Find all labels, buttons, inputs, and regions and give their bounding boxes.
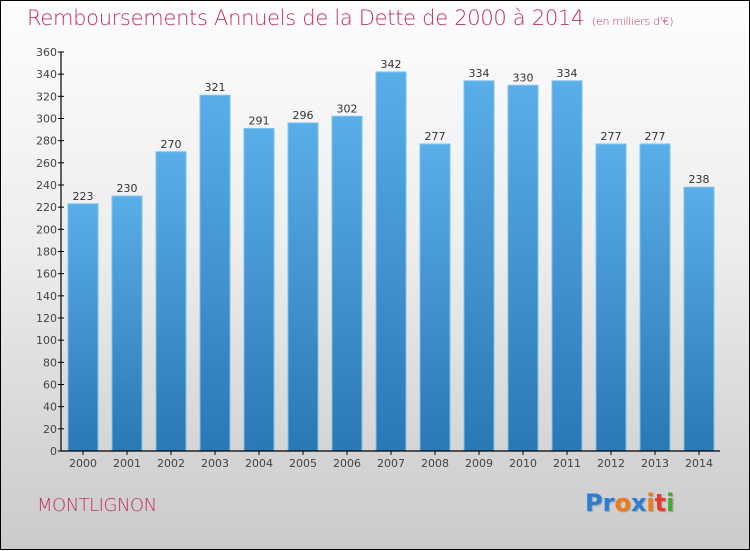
bars-group: 223 230 270 321 291 296 302 342 277 334 330 334 277 2… xyxy=(67,58,715,452)
logo-letter: r xyxy=(602,489,615,517)
chart-unit-note: (en milliers d'€) xyxy=(592,15,674,28)
value-label-2011: 334 xyxy=(557,67,578,80)
y-tick-label-320: 320 xyxy=(36,90,57,103)
x-tick-label-2005: 2005 xyxy=(289,457,317,470)
logo-letter: P xyxy=(585,489,603,517)
bar-2003 xyxy=(199,94,231,452)
value-label-2009: 334 xyxy=(469,67,490,80)
x-tick-label-2006: 2006 xyxy=(333,457,361,470)
y-tick-label-200: 200 xyxy=(36,223,57,236)
x-tick-label-2011: 2011 xyxy=(553,457,581,470)
bar-2014 xyxy=(683,186,715,452)
x-tick-label-2003: 2003 xyxy=(201,457,229,470)
value-label-2006: 302 xyxy=(337,102,358,115)
y-tick-label-120: 120 xyxy=(36,312,57,325)
logo-letter: x xyxy=(630,489,647,517)
bar-2012 xyxy=(595,143,627,452)
city-name: MONTLIGNON xyxy=(37,495,157,516)
x-tick-label-2014: 2014 xyxy=(685,457,713,470)
x-tick-label-2010: 2010 xyxy=(509,457,537,470)
bar-2004 xyxy=(243,127,275,452)
proxiti-logo[interactable]: Proxiti xyxy=(585,489,674,517)
value-label-2014: 238 xyxy=(689,173,710,186)
logo-letter: i xyxy=(666,489,675,517)
x-tick-label-2007: 2007 xyxy=(377,457,405,470)
value-label-2012: 277 xyxy=(601,130,622,143)
bar-2002 xyxy=(155,151,187,452)
x-tick-label-2004: 2004 xyxy=(245,457,273,470)
y-tick-label-160: 160 xyxy=(36,268,57,281)
value-label-2000: 223 xyxy=(73,190,94,203)
value-label-2008: 277 xyxy=(425,130,446,143)
logo-letter: t xyxy=(654,489,667,517)
y-tick-label-100: 100 xyxy=(36,334,57,347)
bar-2006 xyxy=(331,115,363,452)
y-tick-label-280: 280 xyxy=(36,135,57,148)
x-tick-label-2008: 2008 xyxy=(421,457,449,470)
value-label-2004: 291 xyxy=(249,114,270,127)
y-tick-label-340: 340 xyxy=(36,68,57,81)
x-tick-label-2001: 2001 xyxy=(113,457,141,470)
y-tick-label-360: 360 xyxy=(36,46,57,59)
y-tick-label-40: 40 xyxy=(43,401,57,414)
y-tick-label-180: 180 xyxy=(36,246,57,259)
x-tick-label-2000: 2000 xyxy=(69,457,97,470)
x-tick-label-2012: 2012 xyxy=(597,457,625,470)
y-tick-label-220: 220 xyxy=(36,201,57,214)
y-tick-label-140: 140 xyxy=(36,290,57,303)
y-tick-label-60: 60 xyxy=(43,379,57,392)
x-tick-label-2002: 2002 xyxy=(157,457,185,470)
value-label-2005: 296 xyxy=(293,109,314,122)
y-tick-label-0: 0 xyxy=(50,445,57,458)
y-tick-label-300: 300 xyxy=(36,113,57,126)
bar-2010 xyxy=(507,84,539,452)
bar-2001 xyxy=(111,195,143,452)
y-tick-label-240: 240 xyxy=(36,179,57,192)
y-tick-label-20: 20 xyxy=(43,423,57,436)
chart-title-text: Remboursements Annuels de la Dette de 20… xyxy=(27,6,584,30)
value-label-2001: 230 xyxy=(117,182,138,195)
value-label-2002: 270 xyxy=(161,138,182,151)
y-tick-label-80: 80 xyxy=(43,356,57,369)
value-label-2010: 330 xyxy=(513,71,534,84)
value-label-2007: 342 xyxy=(381,58,402,71)
bar-2009 xyxy=(463,80,495,452)
x-tick-label-2013: 2013 xyxy=(641,457,669,470)
x-tick-label-2009: 2009 xyxy=(465,457,493,470)
bar-2011 xyxy=(551,80,583,452)
logo-letter: i xyxy=(646,489,655,517)
chart-title: Remboursements Annuels de la Dette de 20… xyxy=(27,6,673,30)
axes-group: 2000 2001 2002 2003 2004 2005 2006 2007 2008 2009… xyxy=(36,46,720,470)
value-label-2003: 321 xyxy=(205,81,226,94)
bar-2013 xyxy=(639,143,671,452)
bar-2007 xyxy=(375,71,407,452)
y-tick-label-260: 260 xyxy=(36,157,57,170)
bar-2000 xyxy=(67,203,99,452)
logo-letter: o xyxy=(614,489,631,517)
bar-2008 xyxy=(419,143,451,452)
value-label-2013: 277 xyxy=(645,130,666,143)
bar-2005 xyxy=(287,122,319,452)
